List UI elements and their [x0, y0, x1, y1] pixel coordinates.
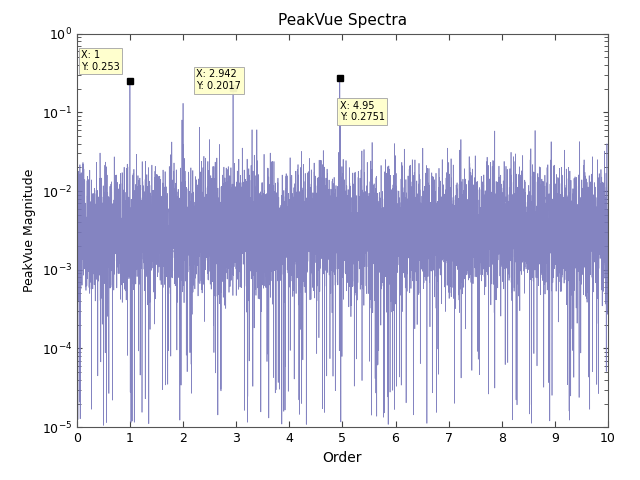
Text: X: 2.942
Y: 0.2017: X: 2.942 Y: 0.2017: [196, 70, 241, 91]
Text: X: 1
Y: 0.253: X: 1 Y: 0.253: [81, 50, 120, 72]
Text: X: 4.95
Y: 0.2751: X: 4.95 Y: 0.2751: [340, 101, 385, 122]
Y-axis label: PeakVue Magnitude: PeakVue Magnitude: [23, 168, 36, 292]
Title: PeakVue Spectra: PeakVue Spectra: [278, 13, 407, 28]
X-axis label: Order: Order: [323, 451, 362, 465]
